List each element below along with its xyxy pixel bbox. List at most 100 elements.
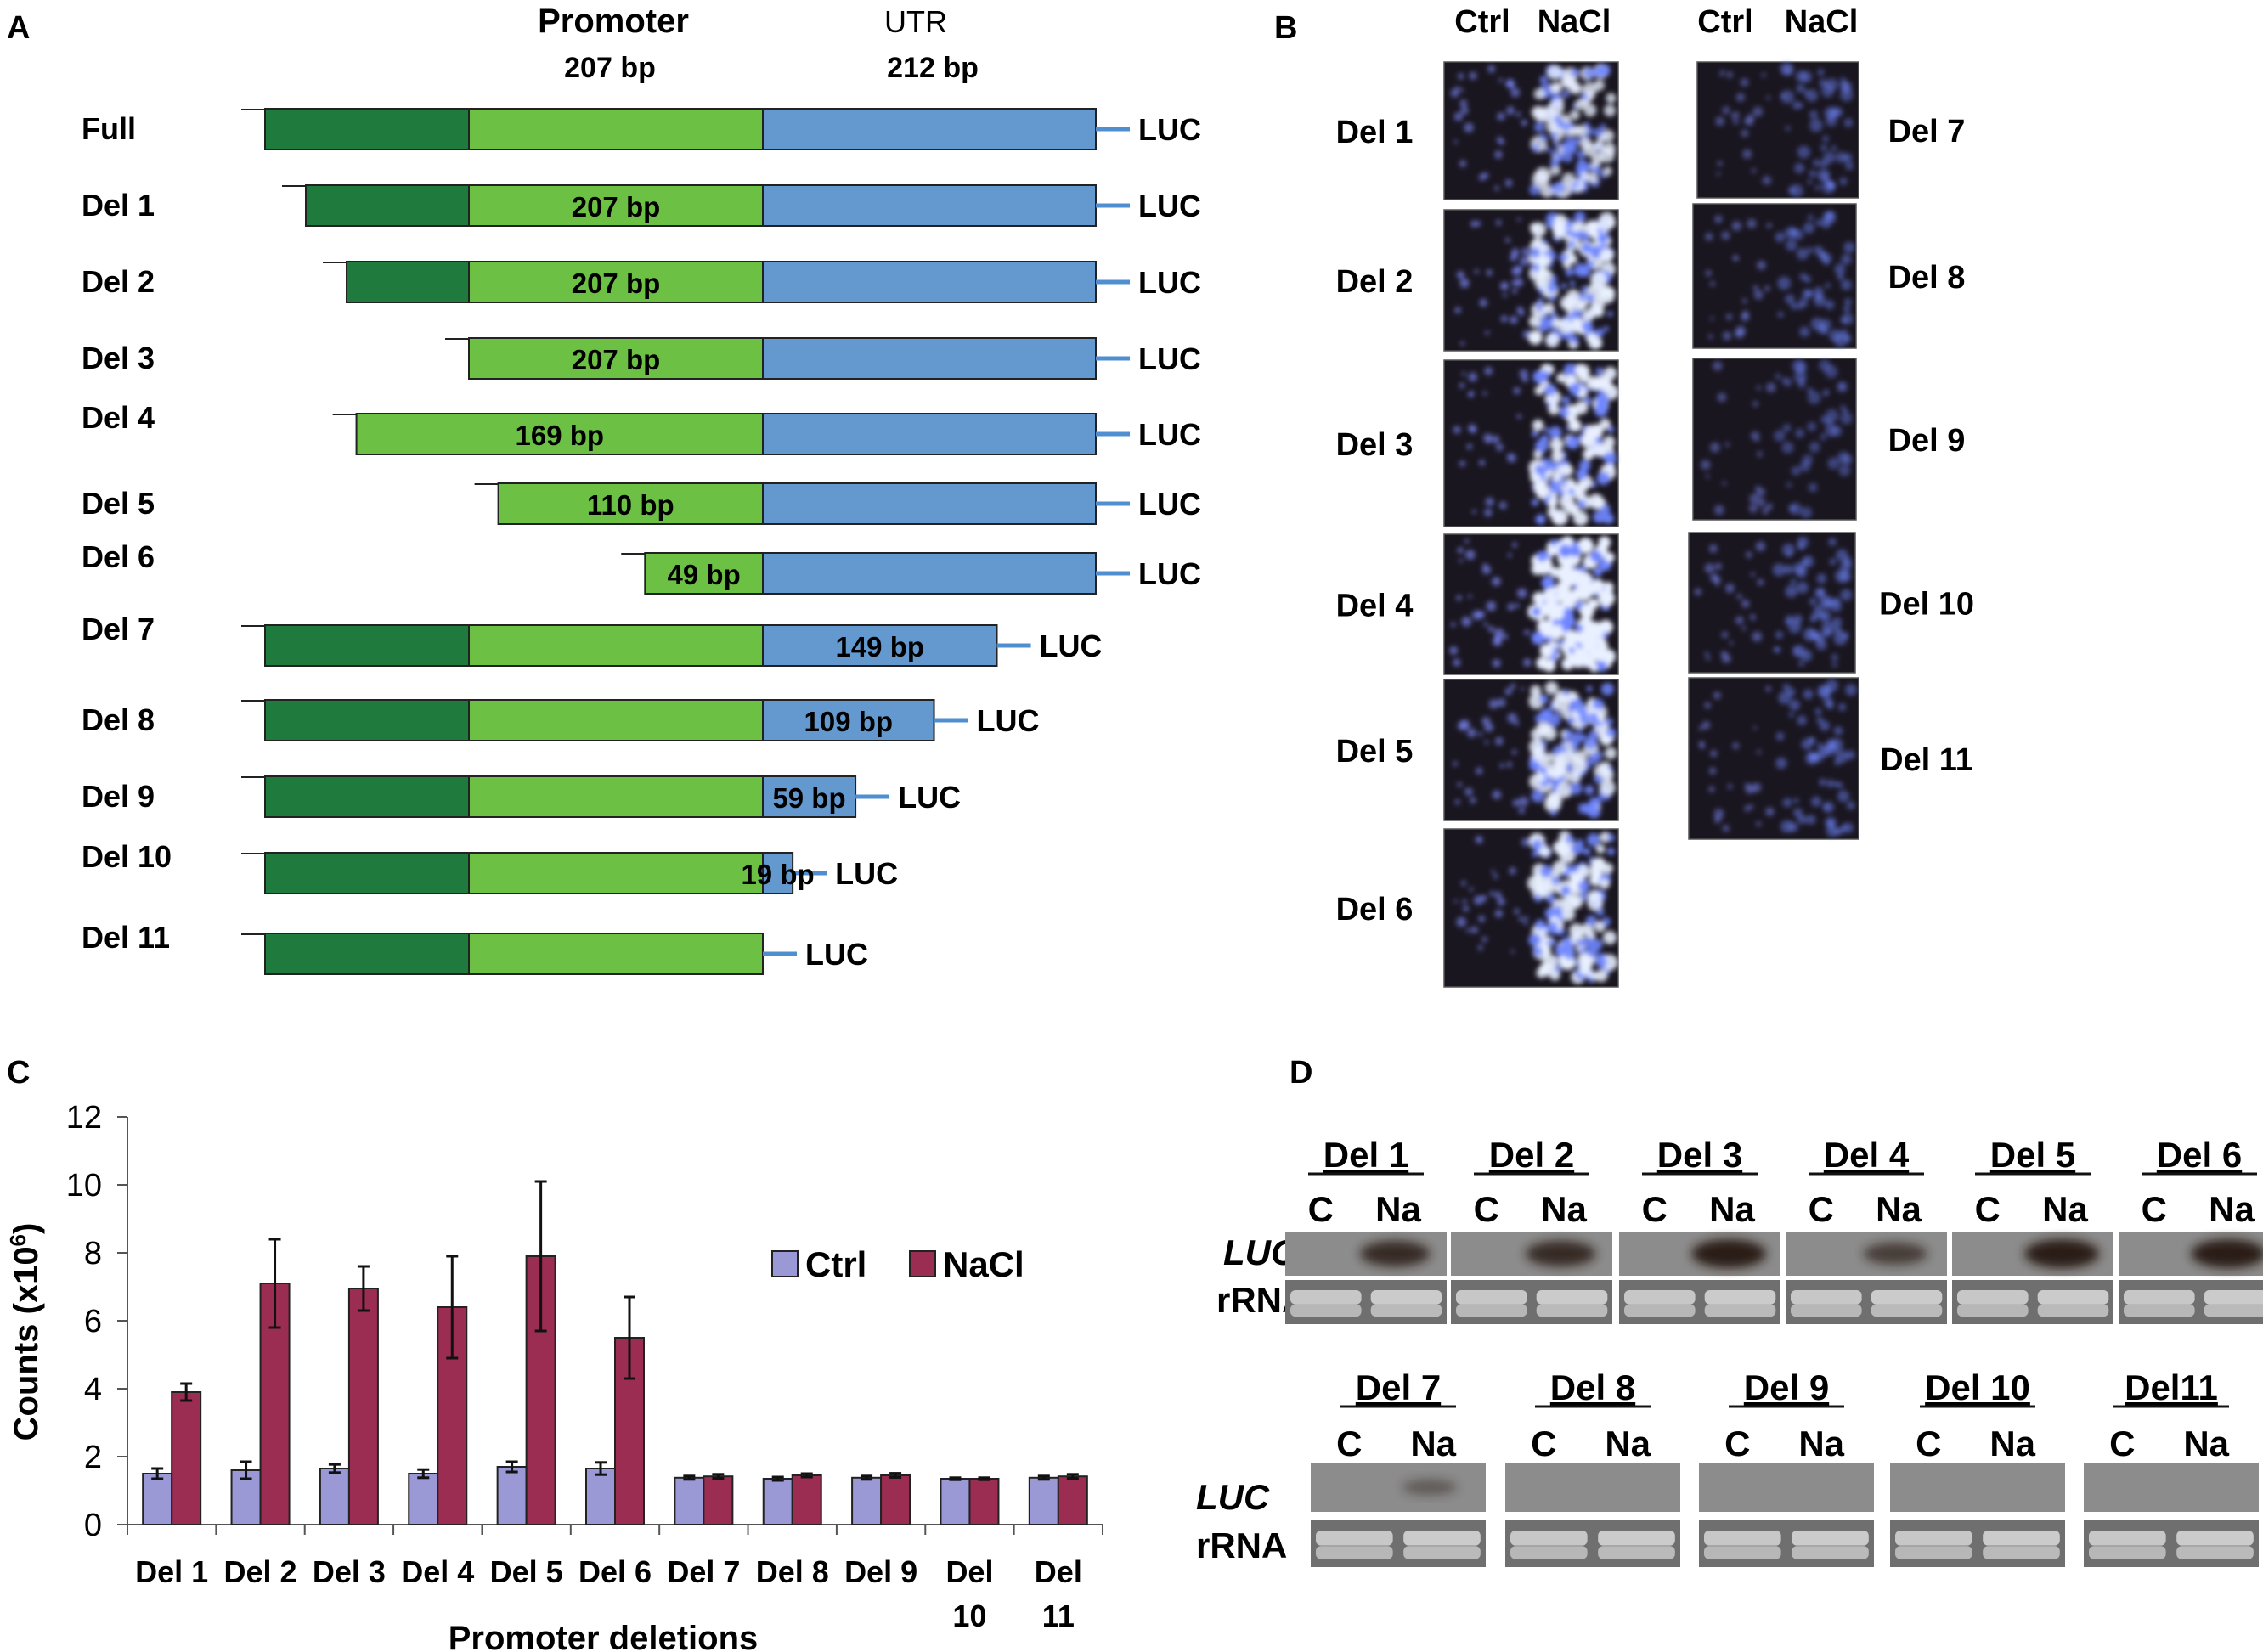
nacl-spot [1605, 717, 1613, 726]
nacl-spot [1532, 171, 1549, 189]
ctrl-spot [1706, 657, 1711, 661]
nacl-spot [1577, 302, 1587, 312]
nacl-spot [1543, 384, 1556, 397]
luc-band [1691, 1239, 1767, 1268]
ctrl-spot [1494, 185, 1499, 191]
nacl-spot [1815, 639, 1827, 651]
nacl-spot [1541, 576, 1555, 589]
nacl-spot [1565, 218, 1574, 228]
ctrl-spot [1752, 631, 1763, 642]
ctrl-spot [1497, 697, 1506, 708]
rrna-band-c-lower [2124, 1304, 2195, 1317]
nacl-spot [1576, 230, 1585, 240]
ctrl-spot [1713, 361, 1723, 371]
nacl-spot [1532, 850, 1539, 858]
nacl-spot [1782, 798, 1792, 808]
nacl-spot [1570, 382, 1582, 394]
nacl-bar [703, 1475, 734, 1525]
ctrl-spot [1489, 890, 1495, 897]
ctrl-spot [1717, 392, 1727, 403]
nacl-spot [1791, 465, 1801, 476]
ctrl-spot [1464, 122, 1474, 133]
blot-del-4: Del 4 C Na [1786, 1135, 1947, 1324]
ctrl-spot [1509, 867, 1516, 875]
nacl-spot [1565, 834, 1574, 844]
panel-label-d: D [1290, 1055, 1312, 1091]
ctrl-spot [1733, 118, 1740, 125]
ctrl-spot [1450, 622, 1456, 628]
nacl-spot [1797, 536, 1809, 548]
nacl-spot [1576, 125, 1588, 137]
nacl-spot [1530, 685, 1542, 696]
nacl-spot [1834, 263, 1846, 275]
ctrl-spot [1765, 382, 1776, 393]
construct-del-9: LUC Del 9 59 bp [82, 775, 961, 818]
nacl-spot [1580, 93, 1589, 101]
ctrl-spot [1521, 375, 1529, 383]
nacl-spot [1789, 699, 1801, 711]
rrna-band-c-upper [1456, 1290, 1527, 1305]
construct-name: Del 3 [82, 341, 155, 375]
ctrl-spot [1748, 504, 1758, 513]
ctrl-spot [1721, 654, 1731, 663]
ctrl-spot [1741, 129, 1749, 138]
rrna-band-na-lower [1536, 1304, 1608, 1317]
nacl-spot [1577, 499, 1587, 509]
segment-size-label: 59 bp [772, 782, 845, 814]
ctrl-spot [1504, 237, 1510, 243]
ctrl-spot [1736, 594, 1742, 600]
nacl-spot [1550, 149, 1556, 155]
c-category-label: Del 4 [401, 1554, 474, 1589]
ctrl-spot [1500, 315, 1508, 323]
ctrl-spot [1744, 782, 1750, 788]
nacl-spot [1594, 127, 1604, 138]
nacl-spot [1837, 790, 1849, 803]
nacl-bar [880, 1474, 911, 1525]
nacl-spot [1566, 716, 1576, 725]
nacl-spot [1817, 69, 1825, 76]
nacl-spot [1568, 692, 1577, 702]
nacl-spot [1561, 90, 1570, 99]
rrna-band-na-lower [1704, 1304, 1776, 1317]
promoter-light-segment [468, 699, 764, 741]
nacl-spot [1595, 843, 1606, 854]
lane-c-label: C [1975, 1189, 2001, 1229]
nacl-spot [1558, 319, 1573, 334]
image-row-label: Del 2 [1336, 264, 1414, 300]
promoter-light-segment [468, 624, 764, 667]
ctrl-spot [1477, 838, 1481, 843]
nacl-spot [1539, 657, 1549, 666]
c-y-tick-label: 8 [84, 1236, 102, 1271]
blot-title: Del 2 [1489, 1135, 1574, 1175]
nacl-spot [1605, 552, 1615, 562]
nacl-spot [1561, 396, 1571, 405]
nacl-spot [1803, 276, 1812, 284]
nacl-spot [1563, 606, 1574, 617]
luminescence-spots [1700, 358, 1853, 519]
luc-label: LUC [1040, 629, 1103, 663]
nacl-spot [1532, 420, 1544, 431]
nacl-spot [1775, 232, 1786, 243]
blot-del-6: Del 6 C Na [2119, 1135, 2263, 1324]
nacl-spot [1803, 628, 1817, 642]
nacl-spot [1543, 302, 1555, 314]
nacl-spot [1833, 631, 1848, 646]
ctrl-spot [1516, 588, 1527, 599]
rrna-band-na-lower [1871, 1304, 1943, 1317]
ctrl-spot [1460, 880, 1467, 886]
promoter-dark-segment [305, 184, 470, 227]
nacl-spot [1553, 140, 1560, 148]
nacl-spot [1531, 499, 1539, 506]
ctrl-spot [1465, 550, 1476, 560]
ctrl-spot [1464, 538, 1470, 544]
ctrl-spot [1481, 716, 1491, 725]
nacl-spot [1587, 833, 1600, 847]
ctrl-spot [1506, 762, 1513, 768]
nacl-spot [1600, 682, 1614, 696]
blot-del-7: Del 7 C Na [1311, 1367, 1486, 1567]
luc-band [1526, 1240, 1596, 1267]
rrna-band-c-lower [1791, 1304, 1862, 1317]
nacl-spot [1547, 922, 1558, 933]
construct-name: Del 9 [82, 779, 155, 814]
ctrl-spot [1710, 750, 1718, 758]
